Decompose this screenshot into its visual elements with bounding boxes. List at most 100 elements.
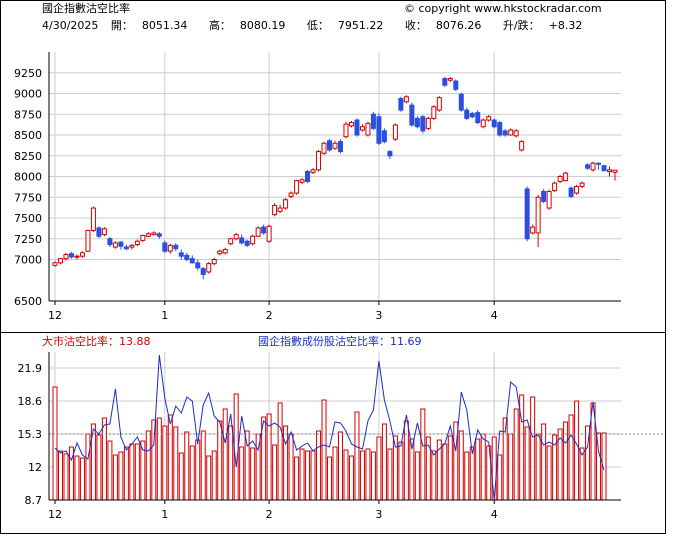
market-short-ratio-bar [447,435,453,501]
candle-body [327,140,333,151]
market-short-ratio-bar [85,433,91,501]
market-short-ratio-bar [288,433,294,501]
market-short-ratio-bar [414,451,420,501]
candle-body [387,151,393,157]
candle-body [96,227,102,237]
market-short-ratio-bar [469,446,475,501]
candle-body [409,104,415,126]
upper-y-tick-label: 8000 [14,171,42,184]
market-short-ratio-bar [145,430,151,501]
upper-y-tick-label: 8250 [14,150,42,163]
market-short-ratio-bar [118,451,124,501]
upper-y-tick-label: 7250 [14,233,42,246]
candle-body [403,96,409,103]
candle-body [283,199,289,209]
candle-body [508,129,514,136]
candle-body [134,240,140,246]
candle-body [272,205,278,216]
market-short-ratio-bar [458,430,464,501]
upper-x-tick-label: 4 [491,309,498,322]
candle-body [381,130,387,143]
market-short-ratio-bar [420,408,426,501]
candle-body [398,97,404,111]
candle-body [288,192,294,197]
quote-date: 4/30/2025 [42,19,99,32]
market-short-ratio-bar [530,396,536,501]
candle-body [233,234,239,240]
candle-body [475,112,481,124]
candle-body [376,116,382,144]
candle-body [140,234,146,241]
market-short-ratio-bar [129,443,135,501]
quote-close-label: 收： [404,19,427,32]
market-short-ratio-bar [431,450,437,501]
lower-y-tick-label: 18.6 [18,395,43,408]
lower-y-tick-label: 15.3 [18,428,43,441]
candle-body [524,188,530,240]
candle-body [294,180,300,194]
candle-body [337,141,343,153]
market-short-ratio-bar [508,433,514,501]
candle-body [436,97,442,111]
candle-body [453,80,459,90]
candle-body [217,250,223,255]
market-short-ratio-bar [79,457,85,501]
market-short-ratio-bar [332,446,338,501]
index-short-ratio-label: 國企指數成份股沽空比率： [258,335,390,348]
market-short-ratio-bar [178,452,184,501]
quote-low-label: 低： [306,19,329,32]
market-short-ratio-bar [568,414,574,501]
candle-body [392,124,398,140]
candle-body [585,164,591,169]
market-short-ratio-bar [376,436,382,501]
market-short-ratio-bar [387,448,393,501]
lower-y-tick-label: 8.7 [25,494,43,507]
market-short-ratio-bar [250,447,256,501]
candle-body [601,165,607,172]
market-short-ratio-bar [305,450,311,501]
candle-body [563,172,569,182]
market-short-ratio-bar [310,450,316,501]
candle-body [612,169,618,173]
candle-body [530,226,536,234]
quote-close-value: 8076.26 [435,19,482,32]
candle-body [299,179,305,183]
upper-x-tick-label: 12 [48,309,62,322]
candle-body [420,116,426,132]
candle-body [469,112,475,118]
market-short-ratio-bar [211,450,217,501]
market-short-ratio-bar [156,417,162,501]
candle-body [486,116,492,121]
market-short-ratio-bar [233,393,239,501]
candle-body [607,169,613,173]
upper-y-tick-label: 8750 [14,108,42,121]
candle-body [239,237,245,244]
market-short-ratio-bar [327,456,333,501]
candle-body [354,119,360,136]
candle-body [497,122,503,136]
candle-body [112,242,118,248]
candle-body [228,238,234,245]
candle-body [359,126,365,131]
copyright-notice[interactable]: © copyright www.hkstockradar.com [404,2,602,15]
lower-x-tick-label: 12 [48,508,62,521]
market-short-ratio-bar [228,425,234,501]
upper-y-tick-label: 7000 [14,254,42,267]
candle-body [464,109,470,119]
candle-body [535,196,541,234]
market-short-ratio-bar [546,445,552,501]
market-short-ratio-bar [206,455,212,501]
candle-body [173,244,179,250]
upper-y-tick-label: 9250 [14,67,42,80]
candle-body [52,262,58,266]
candle-body [370,113,376,129]
market-short-ratio-bar [541,423,547,501]
upper-x-tick-label: 1 [161,309,168,322]
market-short-ratio-bar [52,386,58,501]
quote-close: 收： 8076.26 [405,19,491,32]
candle-body [195,262,201,269]
candle-body [57,258,63,264]
candle-body [316,151,322,171]
candle-body [255,227,261,237]
